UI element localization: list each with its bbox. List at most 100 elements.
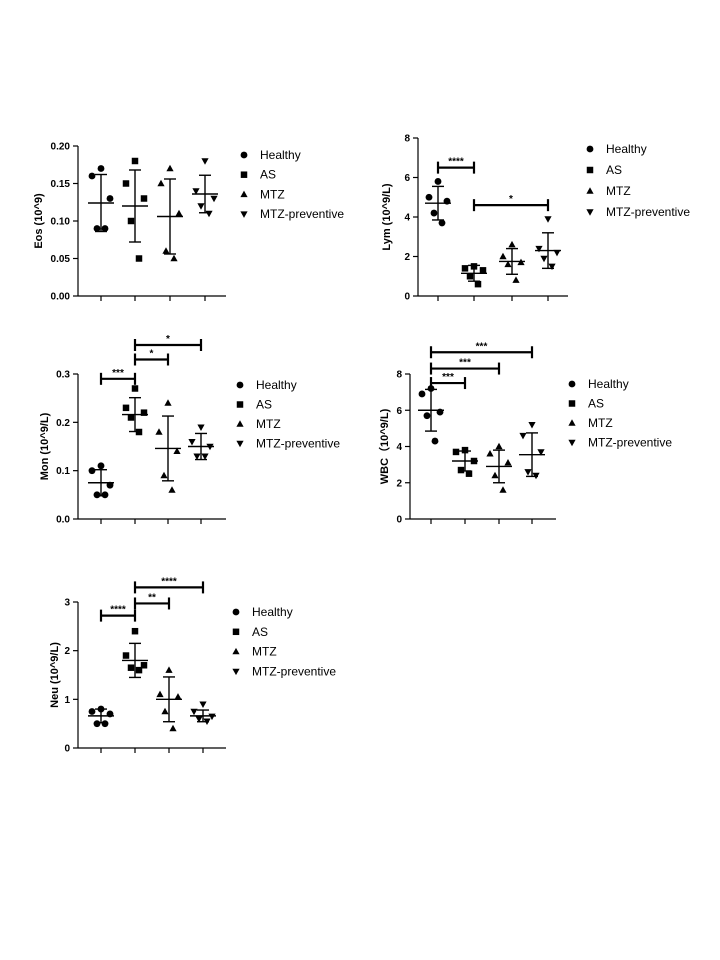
- significance-bracket: *: [133, 334, 203, 351]
- group-mtz: [499, 240, 525, 283]
- legend-marker: [236, 381, 244, 389]
- y-tick-label: 6: [396, 406, 402, 417]
- y-tick-label: 8: [404, 134, 410, 145]
- data-point: [532, 472, 540, 480]
- data-point: [127, 414, 135, 421]
- significance-label: ****: [161, 576, 177, 587]
- data-point: [101, 225, 109, 232]
- data-point: [491, 471, 499, 479]
- legend-label: AS: [260, 168, 276, 182]
- data-point: [160, 471, 168, 479]
- group-mtz: [155, 399, 181, 493]
- y-tick-label: 0.00: [51, 292, 71, 303]
- y-tick-label: 1: [64, 695, 70, 706]
- group-mtz: [156, 666, 182, 732]
- data-point: [461, 446, 469, 454]
- group-healthy: [418, 385, 444, 445]
- data-point: [88, 708, 96, 715]
- data-point: [174, 693, 182, 700]
- legend-label: MTZ: [256, 417, 281, 431]
- data-point: [544, 216, 552, 223]
- significance-bracket: ****: [133, 576, 205, 594]
- data-point: [97, 705, 105, 713]
- legend: Healthy AS MTZ MTZ-preventive: [236, 378, 340, 451]
- significance-label: **: [148, 592, 156, 603]
- data-point: [169, 724, 177, 732]
- data-point: [512, 276, 520, 283]
- data-point: [434, 178, 442, 185]
- data-point: [106, 710, 114, 718]
- y-tick-label: 0: [404, 292, 410, 303]
- y-axis-label: Neu (10^9/L): [49, 642, 61, 708]
- data-point: [499, 486, 507, 493]
- significance-label: ****: [448, 157, 464, 168]
- data-point: [93, 225, 101, 232]
- data-point: [162, 247, 170, 254]
- data-point: [201, 453, 209, 460]
- legend-marker: [236, 401, 244, 408]
- data-point: [208, 713, 216, 721]
- data-point: [504, 459, 512, 466]
- data-point: [140, 409, 148, 416]
- significance-label: ****: [110, 605, 126, 616]
- significance-bracket: *: [133, 349, 170, 366]
- data-point: [135, 255, 143, 262]
- y-tick-label: 2: [64, 646, 70, 657]
- data-point: [470, 263, 478, 270]
- legend-label: Healthy: [260, 148, 301, 162]
- data-point: [524, 469, 532, 476]
- data-point: [535, 245, 543, 253]
- data-point: [192, 188, 200, 195]
- data-point: [504, 260, 512, 268]
- data-point: [168, 486, 176, 493]
- legend-marker: [240, 211, 248, 218]
- data-point: [122, 404, 130, 412]
- data-point: [486, 449, 494, 457]
- group-mtz: [157, 164, 183, 262]
- data-point: [201, 158, 209, 165]
- data-point: [540, 255, 548, 263]
- data-point: [127, 217, 135, 225]
- legend-label: AS: [606, 163, 622, 177]
- data-point: [206, 443, 214, 451]
- data-point: [499, 252, 507, 260]
- y-axis-label: Eos (10^9): [33, 193, 45, 249]
- significance-bracket: ***: [429, 358, 501, 375]
- data-point: [461, 265, 469, 272]
- data-point: [170, 254, 178, 262]
- data-point: [431, 437, 439, 445]
- significance-label: ***: [476, 341, 488, 352]
- y-axis-label: WBC（10^9/L): [378, 408, 391, 484]
- y-tick-label: 0: [396, 515, 402, 526]
- legend-marker: [240, 190, 248, 198]
- data-point: [106, 481, 114, 489]
- legend-marker: [586, 145, 594, 153]
- data-point: [430, 209, 438, 217]
- data-point: [470, 457, 478, 465]
- chart-panel-1: 0.00 0.05 0.10 0.15 0.20 Eos (10^9) Healthy AS M…: [33, 142, 344, 303]
- legend-marker: [586, 209, 594, 216]
- chart-panel-4: 0 2 4 6 8 WBC（10^9/L) *** *** *** Healthy AS MTZ MTZ…: [378, 341, 672, 525]
- y-tick-label: 0.1: [56, 466, 70, 477]
- legend-label: MTZ-preventive: [252, 664, 336, 678]
- significance-bracket: ***: [429, 372, 467, 390]
- group-as: [122, 385, 148, 436]
- data-point: [106, 195, 114, 202]
- significance-bracket: ****: [99, 605, 137, 622]
- legend-label: MTZ: [588, 416, 613, 430]
- group-mtz-preventive: [190, 701, 216, 726]
- data-point: [508, 240, 516, 248]
- data-point: [140, 662, 148, 669]
- legend-marker: [586, 187, 594, 194]
- legend-label: Healthy: [588, 377, 629, 391]
- y-tick-label: 0.2: [56, 418, 70, 429]
- data-point: [466, 273, 474, 280]
- data-point: [122, 652, 130, 659]
- legend-marker: [236, 420, 244, 427]
- data-point: [517, 258, 525, 266]
- data-point: [140, 195, 148, 202]
- legend-label: MTZ-preventive: [588, 436, 672, 450]
- data-point: [443, 197, 451, 205]
